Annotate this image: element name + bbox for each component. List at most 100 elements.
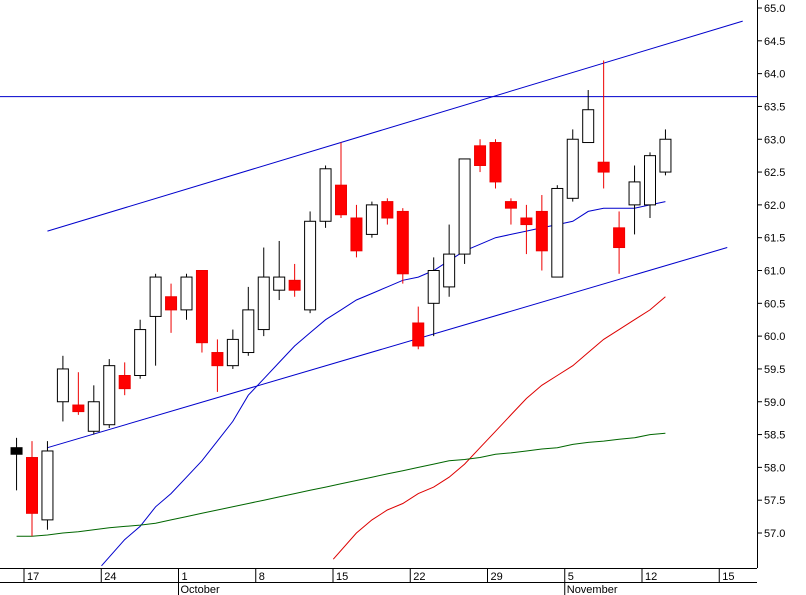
x-month-label: October [181, 584, 220, 595]
candle-body [257, 276, 270, 331]
candle [644, 152, 656, 218]
candle-body [149, 276, 162, 317]
candle-body [72, 404, 85, 413]
x-day-label: 29 [491, 571, 503, 583]
candle [350, 204, 363, 258]
candle-body [489, 142, 502, 183]
candle-body [365, 204, 378, 235]
candle [566, 129, 579, 202]
candle [551, 185, 564, 278]
candle-body [56, 368, 69, 403]
candle-body [211, 352, 224, 367]
candle-body [628, 181, 641, 206]
candle [288, 263, 301, 297]
moving-average-line-1 [332, 296, 666, 560]
candle-body [319, 168, 332, 222]
x-month-label: November [567, 584, 618, 595]
candle-body [304, 220, 317, 311]
candle-body [242, 309, 255, 354]
y-tick-label: 65.0 [764, 3, 785, 15]
candle [396, 208, 409, 284]
y-tick-label: 61.0 [764, 266, 785, 278]
plot-content [0, 20, 757, 567]
candle-body [396, 210, 409, 275]
x-day-label: 8 [259, 571, 265, 583]
candle [304, 211, 317, 314]
candle [319, 165, 332, 228]
candle-body [474, 145, 487, 166]
candle-body [41, 450, 54, 521]
candle [149, 273, 162, 366]
candle [211, 339, 224, 392]
x-day-label: 22 [413, 571, 425, 583]
candle-body [273, 276, 286, 291]
candle [242, 286, 255, 356]
candle-body [118, 375, 131, 390]
candle-body [26, 457, 38, 514]
candle [597, 60, 610, 189]
candle [118, 362, 131, 396]
candle [659, 129, 672, 176]
y-tick-label: 61.5 [764, 233, 785, 245]
candle [381, 198, 394, 225]
candle-body [180, 276, 193, 311]
x-day-label: 1 [182, 571, 188, 583]
y-tick-label: 62.5 [764, 167, 785, 179]
candle [613, 211, 626, 274]
x-axis: 17 24 1 8 15 22 29 5 12 15 October November [0, 568, 757, 595]
moving-average-line-2 [16, 432, 666, 537]
x-day-label: 24 [104, 571, 116, 583]
candle [365, 201, 378, 238]
candle-body [566, 138, 579, 199]
candle [489, 139, 502, 189]
x-day-label: 12 [645, 571, 657, 583]
candle-body [10, 447, 23, 455]
candle-body [165, 296, 178, 311]
candle [10, 437, 23, 491]
candle-body [427, 270, 440, 304]
y-tick-label: 57.5 [764, 495, 785, 507]
candle-body [134, 329, 147, 376]
trendline-3 [47, 20, 743, 232]
candle [474, 139, 487, 173]
candle [273, 240, 286, 301]
candle-body [535, 210, 548, 252]
y-tick-label: 58.5 [764, 430, 785, 442]
candle [56, 355, 69, 422]
candle [582, 90, 595, 144]
candle-body [659, 138, 672, 173]
candle-body [288, 279, 301, 291]
candle-body [87, 401, 100, 432]
y-tick-label: 59.5 [764, 364, 785, 376]
candle-body [458, 158, 471, 255]
candle [180, 273, 193, 320]
y-tick-label: 58.0 [764, 462, 785, 474]
moving-average-line-0 [101, 201, 666, 567]
candle [41, 441, 54, 530]
candle [103, 359, 116, 428]
candle [134, 319, 147, 379]
candle [26, 441, 38, 537]
candle-body [520, 217, 533, 226]
x-day-label: 5 [568, 571, 574, 583]
candle-body [551, 187, 564, 278]
candle [87, 385, 100, 435]
y-tick-label: 63.0 [764, 134, 785, 146]
candle [226, 329, 239, 369]
candle [628, 165, 641, 235]
candle [195, 270, 208, 353]
y-tick-label: 63.5 [764, 101, 785, 113]
y-tick-label: 62.0 [764, 200, 785, 212]
x-day-label: 15 [722, 571, 734, 583]
candle-body [644, 155, 656, 206]
candle-body [335, 184, 347, 216]
y-axis: 57.0 57.5 58.0 58.5 59.0 59.5 60.0 60.5 61.0 61.5… [757, 0, 785, 568]
candle [504, 198, 517, 225]
candle-body [412, 322, 425, 347]
candle [443, 224, 456, 297]
candle [335, 142, 347, 218]
candle-body [226, 338, 239, 367]
x-day-label: 15 [336, 571, 348, 583]
candle [257, 247, 270, 337]
